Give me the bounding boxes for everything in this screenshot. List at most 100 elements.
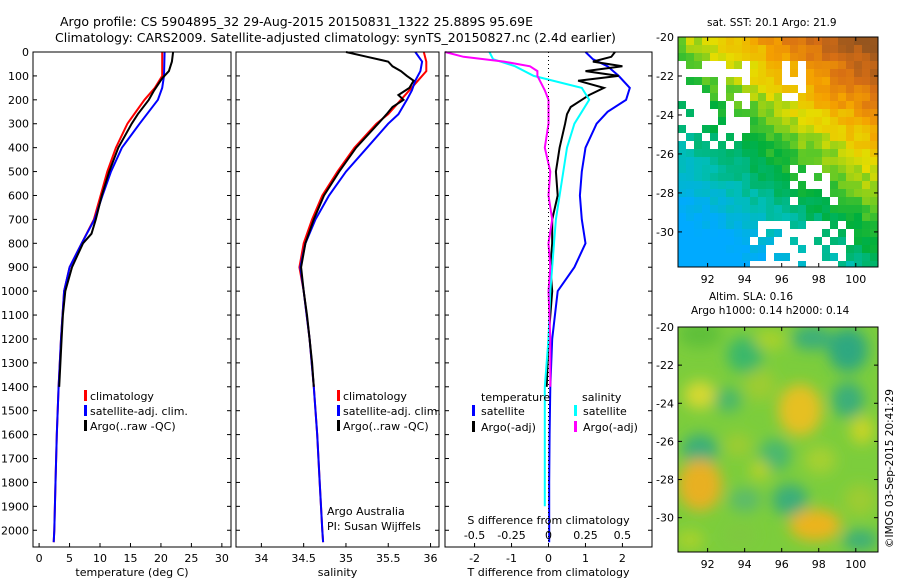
difference-series-0 bbox=[548, 51, 631, 543]
sst-map-lat-tick: -22 bbox=[656, 70, 674, 83]
s-diff-tick-label: 0 bbox=[545, 529, 552, 542]
sst-map-lon-tick: 94 bbox=[738, 273, 752, 286]
sst-map-lat-tick: -24 bbox=[656, 109, 674, 122]
depth-tick-label: 1000 bbox=[1, 285, 29, 298]
figure-title-line1: Argo profile: CS 5904895_32 29-Aug-2015 … bbox=[60, 14, 533, 29]
difference-panel: -2 -1 0 1 2T difference from climatology -0.5… bbox=[444, 51, 653, 579]
legend-header-temperature: temperature bbox=[481, 391, 550, 404]
salinity-x-tick-label: 36 bbox=[424, 552, 438, 565]
temperature-x-label: temperature (deg C) bbox=[75, 566, 188, 579]
temperature-series-0 bbox=[52, 52, 164, 543]
difference-series-1 bbox=[545, 51, 623, 387]
legend-label: Argo(-adj) bbox=[583, 421, 638, 434]
sst-map-frame bbox=[677, 36, 879, 268]
temperature-x-tick-label: 25 bbox=[184, 552, 198, 565]
panel-annotation: PI: Susan Wijffels bbox=[327, 520, 421, 533]
salinity-series-2 bbox=[300, 51, 415, 387]
sst-map-lat-tick: -28 bbox=[656, 187, 674, 200]
legend-label: satellite bbox=[583, 405, 627, 418]
sla-map-frame bbox=[677, 326, 879, 553]
depth-tick-label: 1400 bbox=[1, 381, 29, 394]
panel-annotation: Argo Australia bbox=[327, 505, 405, 518]
sla-map-lat-tick: -26 bbox=[656, 435, 674, 448]
salinity-x-tick-label: 34.5 bbox=[291, 552, 316, 565]
sst-map-lon-tick: 96 bbox=[775, 273, 789, 286]
salinity-series-1 bbox=[299, 51, 424, 543]
legend-label: climatology bbox=[343, 390, 407, 403]
depth-tick-label: 400 bbox=[8, 142, 29, 155]
sla-map-lon-tick: 100 bbox=[845, 558, 866, 571]
sla-map-lat-tick: -22 bbox=[656, 359, 674, 372]
legend-label: satellite bbox=[481, 405, 525, 418]
salinity-x-tick-label: 35 bbox=[339, 552, 353, 565]
legend-swatch bbox=[472, 405, 475, 416]
legend-label: Argo(..raw -QC) bbox=[343, 420, 429, 433]
sla-map-lon-tick: 98 bbox=[812, 558, 826, 571]
legend-label: climatology bbox=[90, 390, 154, 403]
legend-swatch bbox=[337, 405, 340, 416]
salinity-x-label: salinity bbox=[318, 566, 358, 579]
temperature-series-1 bbox=[52, 51, 166, 543]
difference-x-tick-label: 0 bbox=[545, 552, 552, 565]
temperature-x-tick-label: 30 bbox=[215, 552, 229, 565]
depth-tick-label: 100 bbox=[8, 70, 29, 83]
legend-label: Argo(-adj) bbox=[481, 421, 536, 434]
difference-x-tick-label: -2 bbox=[469, 552, 480, 565]
temperature-frame bbox=[32, 51, 232, 548]
legend-swatch bbox=[472, 421, 475, 432]
s-diff-label: S difference from climatology bbox=[467, 514, 630, 527]
legend-header-salinity: salinity bbox=[582, 391, 622, 404]
depth-tick-label: 1500 bbox=[1, 405, 29, 418]
legend-swatch bbox=[84, 420, 87, 431]
sla-map-lon-tick: 92 bbox=[701, 558, 715, 571]
figure-title-line2: Climatology: CARS2009. Satellite-adjuste… bbox=[55, 30, 616, 45]
legend-swatch bbox=[84, 405, 87, 416]
depth-tick-label: 1100 bbox=[1, 309, 29, 322]
sla-map-lat-tick: -20 bbox=[656, 321, 674, 334]
depth-tick-label: 500 bbox=[8, 166, 29, 179]
legend-label: satellite-adj. clim. bbox=[343, 405, 441, 418]
legend-swatch bbox=[574, 421, 577, 432]
salinity-x-tick-label: 34 bbox=[254, 552, 268, 565]
depth-tick-label: 900 bbox=[8, 261, 29, 274]
sst-map-lat-tick: -30 bbox=[656, 226, 674, 239]
depth-tick-label: 1700 bbox=[1, 453, 29, 466]
depth-tick-label: 200 bbox=[8, 94, 29, 107]
legend-swatch bbox=[337, 420, 340, 431]
temperature-x-tick-label: 15 bbox=[123, 552, 137, 565]
depth-tick-label: 1800 bbox=[1, 476, 29, 489]
sla-map-title-line2: Argo h1000: 0.14 h2000: 0.14 bbox=[691, 305, 850, 317]
temperature-x-tick-label: 10 bbox=[93, 552, 107, 565]
legend-swatch bbox=[337, 390, 340, 401]
sla-map-lat-tick: -30 bbox=[656, 512, 674, 525]
difference-x-tick-label: 1 bbox=[582, 552, 589, 565]
depth-tick-label: 1900 bbox=[1, 500, 29, 513]
temperature-x-tick-label: 5 bbox=[66, 552, 73, 565]
sla-map-image bbox=[678, 327, 878, 550]
depth-tick-label: 1600 bbox=[1, 429, 29, 442]
depth-tick-label: 600 bbox=[8, 189, 29, 202]
sla-map-title-line1: Altim. SLA: 0.16 bbox=[709, 291, 793, 303]
depth-tick-label: 700 bbox=[8, 213, 29, 226]
legend-swatch bbox=[84, 390, 87, 401]
difference-series-2 bbox=[488, 51, 591, 507]
depth-tick-label: 2000 bbox=[1, 524, 29, 537]
sla-map-lat-tick: -28 bbox=[656, 474, 674, 487]
temperature-panel: 0100200300400500600700800900100011001200… bbox=[1, 46, 232, 579]
sst-map-lat-tick: -26 bbox=[656, 148, 674, 161]
salinity-frame bbox=[235, 51, 440, 548]
sla-map-lat-tick: -24 bbox=[656, 397, 674, 410]
sst-map-lon-tick: 98 bbox=[812, 273, 826, 286]
legend-label: satellite-adj. clim. bbox=[90, 405, 188, 418]
salinity-x-tick-label: 35.5 bbox=[376, 552, 401, 565]
difference-series-3 bbox=[444, 51, 554, 387]
depth-tick-label: 1300 bbox=[1, 357, 29, 370]
difference-x-tick-label: -1 bbox=[506, 552, 517, 565]
depth-tick-label: 0 bbox=[22, 46, 29, 59]
legend-label: Argo(..raw -QC) bbox=[90, 420, 176, 433]
depth-tick-label: 1200 bbox=[1, 333, 29, 346]
copyright-stamp: ©IMOS 03-Sep-2015 20:41:29 bbox=[884, 389, 896, 548]
depth-tick-label: 800 bbox=[8, 237, 29, 250]
sst-map-image bbox=[678, 37, 878, 267]
